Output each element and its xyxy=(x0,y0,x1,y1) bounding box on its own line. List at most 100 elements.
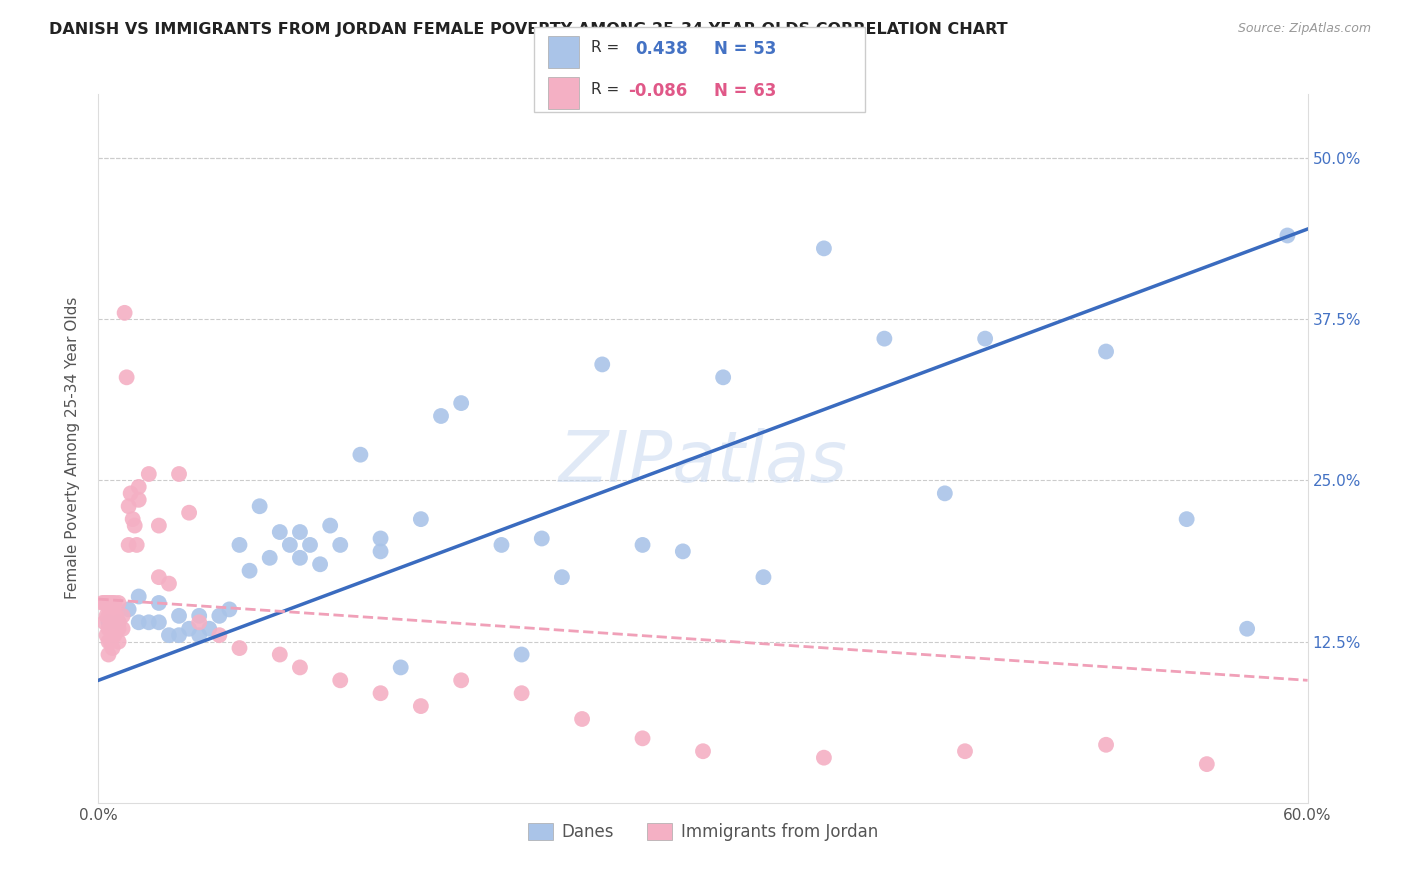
Point xyxy=(103,615,125,630)
Point xyxy=(510,648,533,662)
Point xyxy=(692,744,714,758)
Point xyxy=(288,550,311,565)
Point xyxy=(450,673,472,688)
Point xyxy=(1095,344,1118,359)
Point xyxy=(1277,228,1299,243)
Point xyxy=(167,467,190,481)
Point xyxy=(491,538,513,552)
Point xyxy=(101,596,124,610)
Point xyxy=(148,570,170,584)
Point xyxy=(259,550,281,565)
Point xyxy=(370,686,392,700)
Point xyxy=(105,608,128,623)
Point xyxy=(409,512,432,526)
Point xyxy=(118,602,141,616)
Point xyxy=(228,641,250,656)
Point xyxy=(228,538,250,552)
Point xyxy=(288,524,311,539)
Point xyxy=(1175,512,1198,526)
Point xyxy=(97,648,120,662)
Point xyxy=(188,608,211,623)
Point xyxy=(100,608,122,623)
Point xyxy=(157,628,180,642)
Point xyxy=(218,602,240,616)
Point xyxy=(188,628,211,642)
Point xyxy=(319,518,342,533)
Point xyxy=(631,538,654,552)
Point xyxy=(100,596,122,610)
Point xyxy=(409,699,432,714)
Point xyxy=(118,500,141,514)
Text: DANISH VS IMMIGRANTS FROM JORDAN FEMALE POVERTY AMONG 25-34 YEAR OLDS CORRELATIO: DANISH VS IMMIGRANTS FROM JORDAN FEMALE … xyxy=(49,22,1008,37)
Point xyxy=(96,596,118,610)
Point xyxy=(711,370,734,384)
Point xyxy=(103,596,125,610)
Point xyxy=(138,615,160,630)
Point xyxy=(96,608,118,623)
Text: N = 53: N = 53 xyxy=(714,40,776,59)
Point xyxy=(114,306,136,320)
Text: 0.438: 0.438 xyxy=(636,40,688,59)
Point xyxy=(349,448,371,462)
Point xyxy=(329,538,352,552)
Point xyxy=(111,608,134,623)
Point xyxy=(278,538,301,552)
Point xyxy=(101,628,124,642)
Point xyxy=(91,596,114,610)
Point xyxy=(370,532,392,546)
Point xyxy=(148,615,170,630)
Point xyxy=(97,615,120,630)
Point xyxy=(107,596,129,610)
Point xyxy=(148,596,170,610)
Legend: Danes, Immigrants from Jordan: Danes, Immigrants from Jordan xyxy=(522,816,884,847)
Point xyxy=(208,628,231,642)
Point xyxy=(157,576,180,591)
Point xyxy=(107,615,129,630)
Point xyxy=(813,750,835,764)
Point xyxy=(873,332,896,346)
Point xyxy=(118,538,141,552)
Point xyxy=(813,241,835,255)
Point xyxy=(125,538,148,552)
Point xyxy=(107,622,129,636)
Point xyxy=(551,570,574,584)
Text: R =: R = xyxy=(591,81,624,96)
Point xyxy=(100,622,122,636)
Point xyxy=(974,332,997,346)
Point xyxy=(115,370,138,384)
Point xyxy=(105,622,128,636)
Point xyxy=(128,615,150,630)
Point xyxy=(120,486,142,500)
Point xyxy=(299,538,322,552)
Point xyxy=(167,628,190,642)
Point xyxy=(288,660,311,674)
Point xyxy=(1095,738,1118,752)
Point xyxy=(148,518,170,533)
Point xyxy=(329,673,352,688)
Point xyxy=(269,648,291,662)
Point xyxy=(188,615,211,630)
Point xyxy=(128,590,150,604)
Point xyxy=(389,660,412,674)
Point xyxy=(530,532,553,546)
Point xyxy=(100,634,122,648)
Point xyxy=(591,358,613,372)
Point xyxy=(167,608,190,623)
Point xyxy=(128,492,150,507)
Point xyxy=(752,570,775,584)
Point xyxy=(101,615,124,630)
Point xyxy=(198,622,221,636)
Point xyxy=(179,506,201,520)
Point xyxy=(179,622,201,636)
Text: N = 63: N = 63 xyxy=(714,81,776,100)
Point xyxy=(121,512,143,526)
Point xyxy=(309,558,332,572)
Point xyxy=(138,467,160,481)
Point xyxy=(631,731,654,746)
Point xyxy=(107,615,129,630)
Point xyxy=(571,712,593,726)
Point xyxy=(107,634,129,648)
Y-axis label: Female Poverty Among 25-34 Year Olds: Female Poverty Among 25-34 Year Olds xyxy=(65,297,80,599)
Point xyxy=(1195,757,1218,772)
Point xyxy=(97,608,120,623)
